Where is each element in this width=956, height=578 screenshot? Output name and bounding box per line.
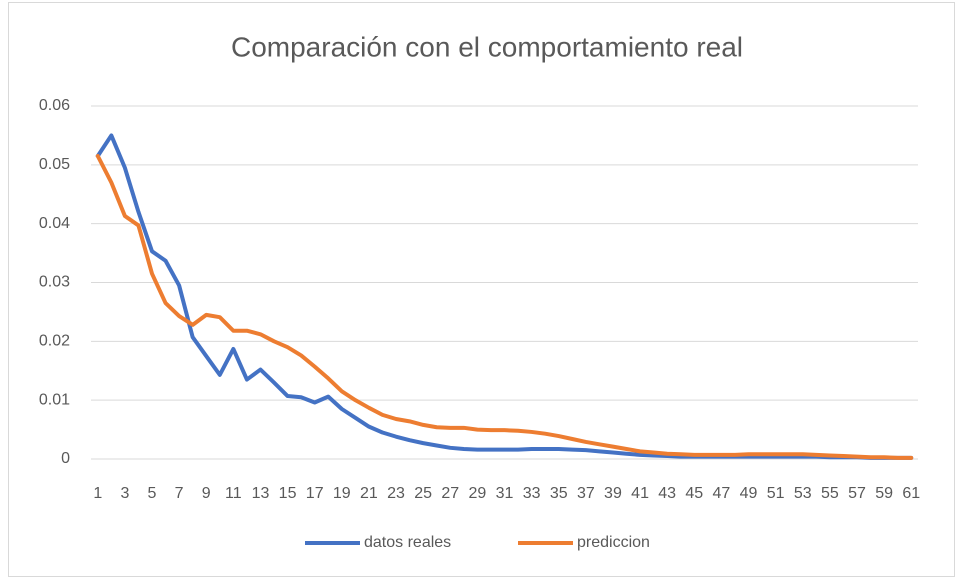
y-tick-label: 0 (61, 450, 70, 467)
x-tick-label: 59 (875, 485, 893, 502)
series-line (95, 133, 914, 460)
x-tick-label: 55 (821, 485, 839, 502)
x-tick-label: 7 (175, 485, 184, 502)
x-tick-label: 35 (550, 485, 568, 502)
x-tick-label: 13 (252, 485, 270, 502)
y-tick-label: 0.06 (39, 97, 70, 114)
legend-label: datos reales (364, 534, 451, 551)
chart-title: Comparación con el comportamiento real (231, 31, 743, 62)
x-tick-label: 47 (713, 485, 731, 502)
legend-label: prediccion (577, 534, 650, 551)
x-tick-label: 53 (794, 485, 812, 502)
x-tick-label: 31 (496, 485, 514, 502)
x-tick-label: 1 (93, 485, 102, 502)
x-tick-label: 15 (279, 485, 297, 502)
x-tick-label: 45 (685, 485, 703, 502)
x-tick-label: 49 (740, 485, 758, 502)
x-tick-label: 23 (387, 485, 405, 502)
x-tick-label: 37 (577, 485, 595, 502)
x-tick-label: 57 (848, 485, 866, 502)
x-tick-label: 11 (225, 485, 242, 502)
y-tick-label: 0.02 (39, 333, 70, 350)
x-tick-label: 25 (414, 485, 432, 502)
x-tick-label: 43 (658, 485, 676, 502)
x-tick-label: 5 (148, 485, 157, 502)
y-tick-label: 0.04 (39, 215, 70, 232)
x-tick-label: 39 (604, 485, 622, 502)
chart-border (8, 2, 955, 577)
x-tick-label: 3 (120, 485, 129, 502)
y-tick-label: 0.01 (39, 391, 70, 408)
x-tick-label: 61 (902, 485, 920, 502)
x-tick-label: 51 (767, 485, 785, 502)
series-line (95, 154, 914, 460)
x-tick-label: 29 (468, 485, 486, 502)
x-tick-label: 41 (631, 485, 649, 502)
x-tick-label: 21 (360, 485, 378, 502)
x-tick-label: 9 (202, 485, 211, 502)
y-tick-label: 0.05 (39, 156, 70, 173)
x-tick-label: 33 (523, 485, 541, 502)
x-tick-label: 17 (306, 485, 324, 502)
y-tick-label: 0.03 (39, 274, 70, 291)
x-tick-label: 19 (333, 485, 351, 502)
x-tick-label: 27 (441, 485, 459, 502)
